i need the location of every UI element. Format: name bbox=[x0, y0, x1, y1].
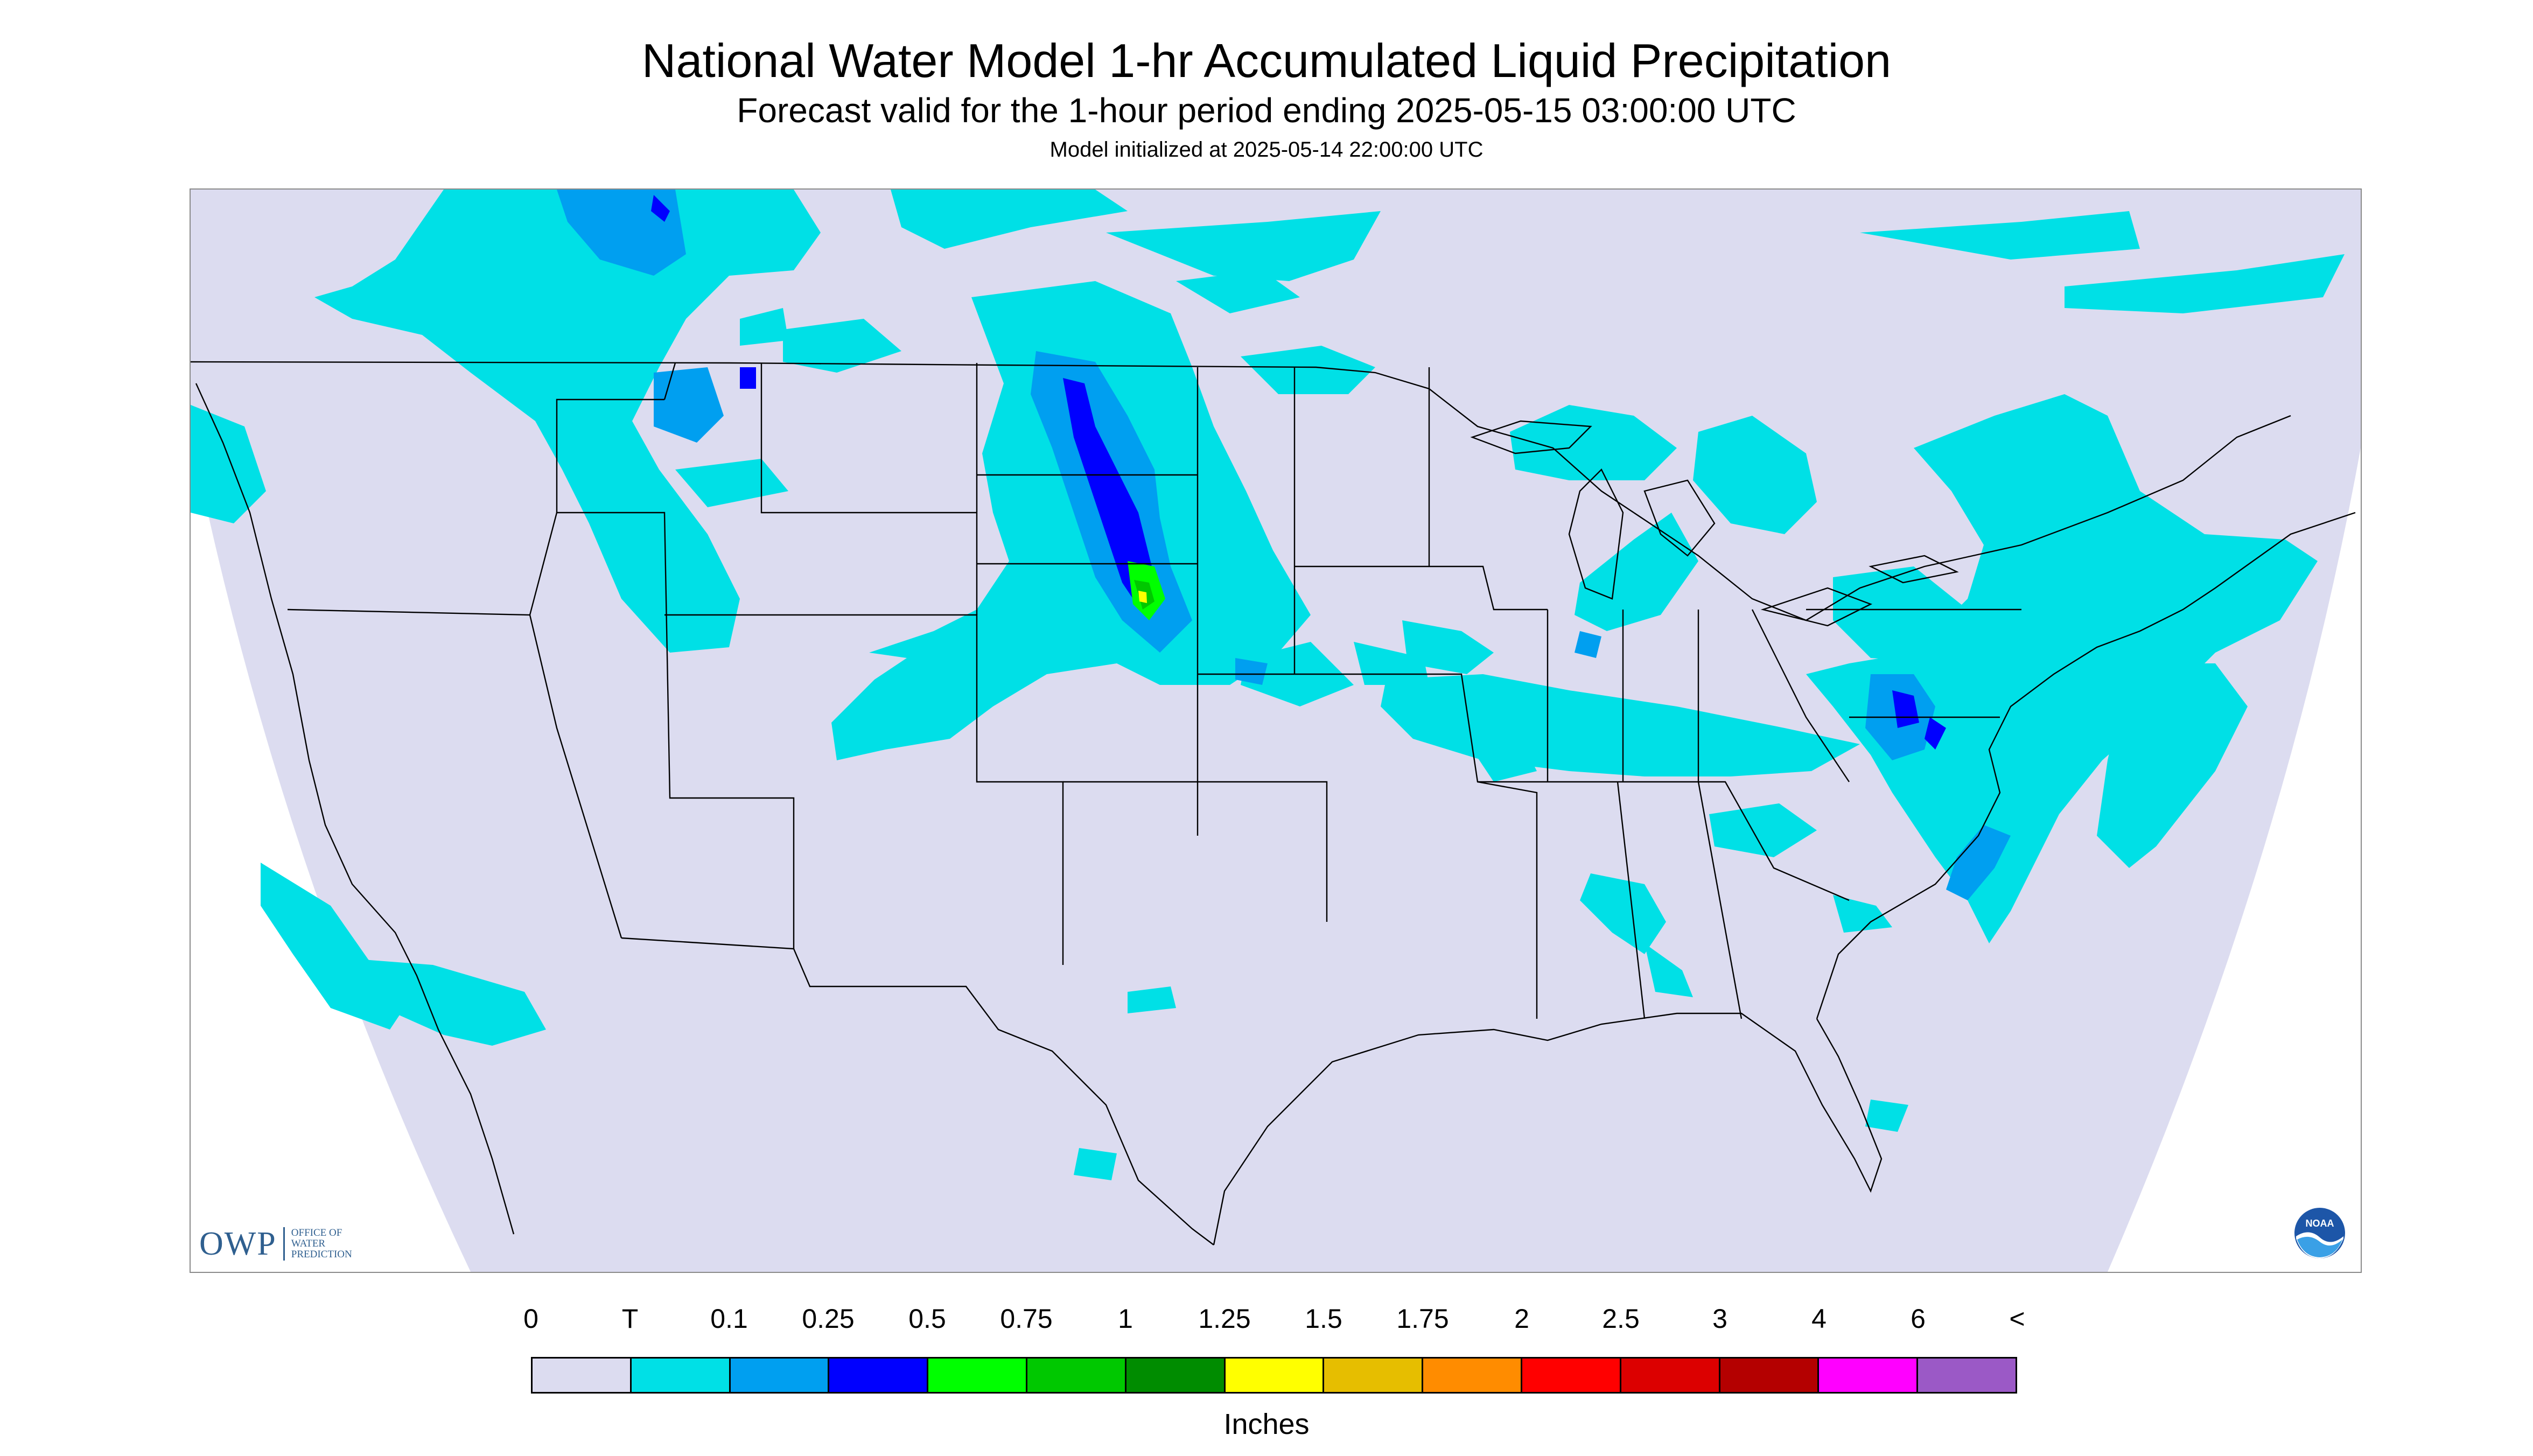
legend-swatch bbox=[1918, 1359, 2016, 1392]
legend-tick-label: 1.5 bbox=[1305, 1304, 1342, 1334]
legend-tick-label: T bbox=[621, 1304, 639, 1334]
legend-tick-label: 1 bbox=[1118, 1304, 1133, 1334]
legend-tick-label: 0.5 bbox=[908, 1304, 946, 1334]
legend-labels: 0 T 0.1 0.25 0.5 0.75 1 1.25 1.5 1.75 2 2.5 3 4 6 < bbox=[523, 1303, 2025, 1341]
precip-0-25-areas bbox=[651, 195, 1946, 750]
forecast-valid-subtitle: Forecast valid for the 1-hour period end… bbox=[737, 91, 1796, 130]
legend-colorbar bbox=[531, 1357, 2017, 1394]
legend-tick-label: 1.75 bbox=[1396, 1304, 1449, 1334]
map-canvas bbox=[191, 190, 2361, 1272]
legend-tick-label: 1.25 bbox=[1198, 1304, 1251, 1334]
legend-tick-label: 4 bbox=[1811, 1304, 1827, 1334]
model-domain bbox=[191, 190, 2361, 1272]
legend-tick-label: 0.25 bbox=[802, 1304, 855, 1334]
model-init-line: Model initialized at 2025-05-14 22:00:00… bbox=[1049, 138, 1484, 162]
legend-swatch bbox=[1720, 1359, 1820, 1392]
legend-swatch bbox=[1324, 1359, 1424, 1392]
legend-tick-label: 3 bbox=[1712, 1304, 1727, 1334]
legend-tick-label: 2 bbox=[1514, 1304, 1529, 1334]
legend-tick-label: < bbox=[2009, 1304, 2025, 1334]
boundaries bbox=[191, 361, 2356, 1245]
legend-swatch bbox=[1621, 1359, 1720, 1392]
legend-swatch bbox=[829, 1359, 929, 1392]
legend-swatch bbox=[1819, 1359, 1919, 1392]
owp-letters: OWP bbox=[199, 1225, 277, 1262]
legend-swatch bbox=[1423, 1359, 1522, 1392]
owp-logo: OWP Office of Water Prediction bbox=[199, 1222, 372, 1265]
legend-swatch bbox=[631, 1359, 731, 1392]
owp-divider bbox=[283, 1227, 285, 1261]
legend-tick-label: 0.75 bbox=[1000, 1304, 1053, 1334]
legend-swatch bbox=[533, 1359, 632, 1392]
legend-tick-label: 0.1 bbox=[710, 1304, 748, 1334]
legend-swatch bbox=[730, 1359, 830, 1392]
noaa-logo-text: NOAA bbox=[2306, 1218, 2334, 1229]
precip-trace-areas bbox=[191, 190, 2345, 1180]
legend-swatch bbox=[928, 1359, 1027, 1392]
noaa-logo: NOAA bbox=[2294, 1208, 2345, 1258]
legend-units: Inches bbox=[1223, 1408, 1310, 1440]
legend-tick-label: 2.5 bbox=[1602, 1304, 1640, 1334]
precip-heavy-core bbox=[1134, 580, 1154, 610]
legend-swatch bbox=[1225, 1359, 1325, 1392]
legend-swatch bbox=[1126, 1359, 1226, 1392]
legend-swatch bbox=[1027, 1359, 1126, 1392]
owp-words: Office of Water Prediction bbox=[291, 1227, 352, 1260]
legend-swatch bbox=[1522, 1359, 1621, 1392]
legend-tick-label: 6 bbox=[1911, 1304, 1926, 1334]
legend-tick-label: 0 bbox=[523, 1304, 538, 1334]
map-title: National Water Model 1-hr Accumulated Li… bbox=[641, 34, 1892, 87]
precipitation-map[interactable] bbox=[190, 188, 2362, 1273]
